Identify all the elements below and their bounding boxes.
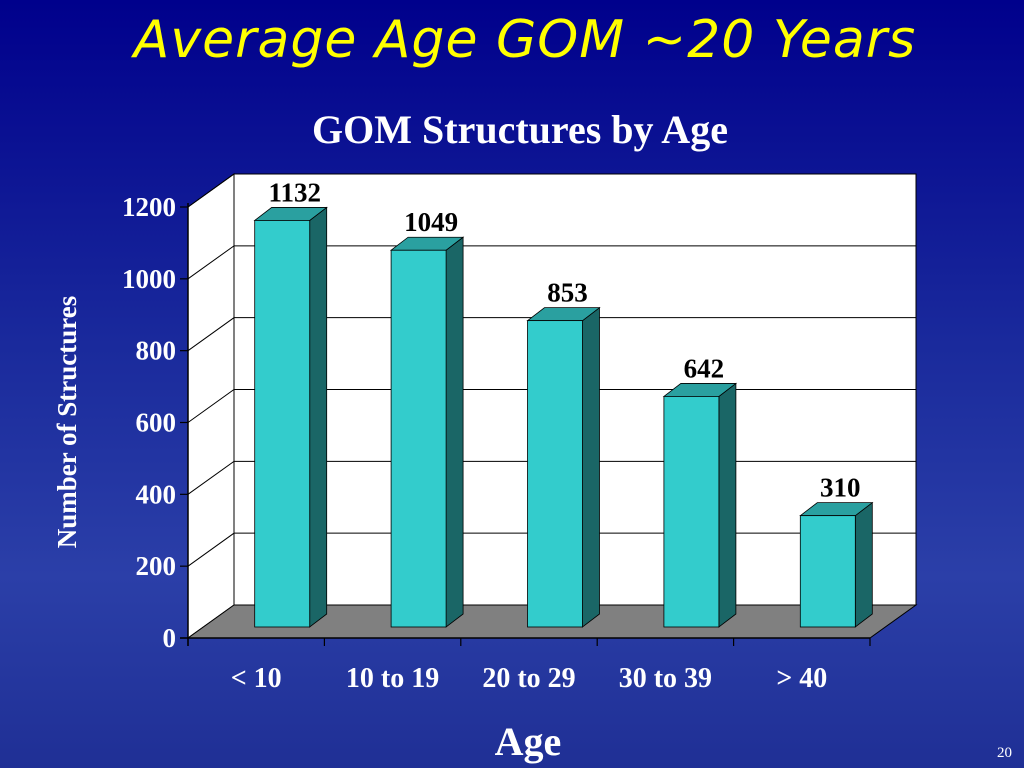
x-tick-label: < 10	[231, 663, 282, 694]
bar	[389, 236, 465, 628]
x-tick-label: 10 to 19	[346, 663, 439, 694]
y-tick-label: 800	[136, 336, 177, 366]
bar	[662, 382, 738, 628]
data-label: 853	[547, 278, 588, 308]
data-labels: 1132 1049 853 642 310	[268, 177, 860, 502]
bar-front	[663, 396, 720, 628]
slide-title: Average Age GOM ~20 Years	[133, 10, 917, 70]
bar-side	[582, 306, 600, 628]
bar	[526, 306, 601, 628]
y-tick-label: 200	[136, 551, 177, 581]
bar	[799, 501, 874, 628]
bars	[253, 206, 874, 628]
x-tick-label: 20 to 29	[482, 663, 575, 694]
bar-front	[799, 515, 856, 628]
y-tick-label: 400	[136, 479, 177, 509]
data-label: 642	[684, 353, 725, 383]
bar-side	[854, 501, 873, 628]
tick-labels: < 10 10 to 19 20 to 29 30 to 39 > 40 0 200 400 6…	[122, 192, 827, 694]
bar-side	[309, 206, 328, 628]
axes	[180, 203, 871, 646]
data-label: 1049	[404, 207, 458, 237]
data-label: 1132	[268, 177, 321, 207]
x-tick-label: > 40	[776, 663, 827, 694]
y-tick-label: 0	[163, 623, 177, 653]
page-number: 20	[997, 745, 1012, 761]
data-label: 310	[820, 473, 861, 503]
bar-front	[527, 320, 583, 628]
bar-front	[254, 220, 311, 628]
bar-side	[445, 236, 464, 628]
bar-front	[390, 249, 447, 628]
gridline	[187, 245, 916, 280]
y-axis-label: Number of Structures	[52, 296, 82, 548]
gridline	[187, 173, 916, 208]
bar	[253, 206, 328, 628]
y-tick-label: 600	[136, 408, 177, 438]
gridline	[187, 317, 916, 352]
y-tick-label: 1000	[122, 264, 176, 294]
x-axis-label: Age	[495, 719, 562, 764]
bar-side	[718, 382, 737, 628]
chart-title: GOM Structures by Age	[312, 107, 728, 152]
x-tick-label: 30 to 39	[619, 663, 712, 694]
y-tick-label: 1200	[122, 192, 176, 222]
